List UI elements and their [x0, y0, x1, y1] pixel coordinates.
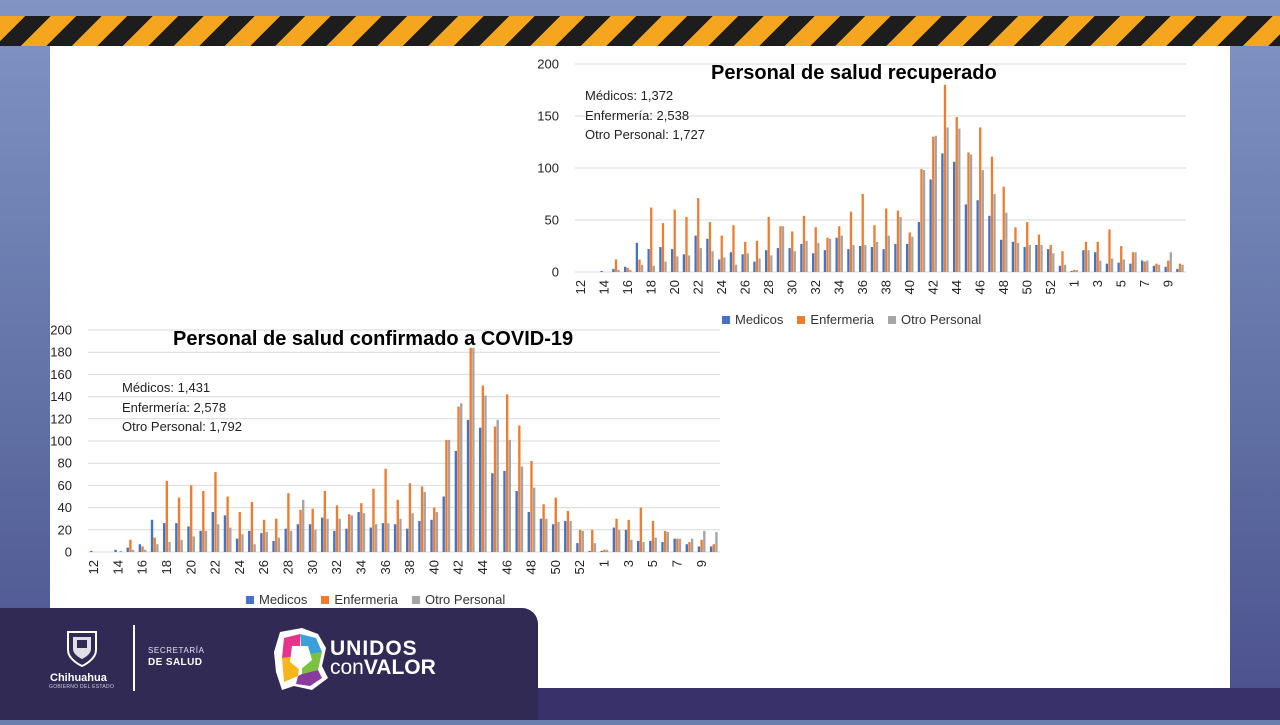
legend-swatch — [246, 595, 254, 604]
hazard-stripe-banner — [0, 16, 1280, 46]
legend-swatch — [797, 315, 806, 324]
footer-divider — [133, 625, 135, 691]
chart-confirmado-notes: Médicos: 1,431 Enfermería: 2,578 Otro Pe… — [122, 378, 242, 437]
chart-confirmado-legend: Medicos Enfermeria Otro Personal — [246, 592, 505, 607]
legend-item-enfermeria: Enfermeria — [797, 312, 874, 327]
secretaria-line2: DE SALUD — [148, 657, 203, 668]
note-otro: Otro Personal: 1,727 — [585, 127, 705, 142]
chart-recuperado-notes: Médicos: 1,372 Enfermería: 2,538 Otro Pe… — [585, 86, 705, 145]
legend-item-enfermeria: Enfermeria — [321, 592, 398, 607]
note-enfermeria: Enfermería: 2,538 — [585, 107, 690, 123]
note-medicos: Médicos: 1,431 — [122, 380, 211, 395]
state-subtitle: GOBIERNO DEL ESTADO — [49, 684, 115, 690]
content-panel — [50, 46, 1230, 688]
note-otro: Otro Personal: 1,792 — [122, 419, 242, 434]
campaign-line2: conVALOR — [330, 656, 436, 679]
legend-item-otro: Otro Personal — [888, 312, 981, 327]
campaign-line1: UNIDOS — [330, 637, 418, 660]
legend-swatch — [412, 595, 420, 604]
state-map-logo-icon — [274, 628, 328, 690]
legend-swatch — [888, 315, 896, 324]
state-name: Chihuahua — [50, 672, 107, 684]
chart-recuperado-title: Personal de salud recuperado — [711, 62, 997, 84]
legend-swatch — [722, 315, 730, 324]
note-enfermeria: Enfermería: 2,578 — [122, 399, 227, 415]
legend-swatch — [321, 595, 330, 604]
legend-item-medicos: Medicos — [246, 592, 307, 607]
note-medicos: Médicos: 1,372 — [585, 88, 674, 103]
legend-item-otro: Otro Personal — [412, 592, 505, 607]
chart-recuperado-legend: Medicos Enfermeria Otro Personal — [722, 312, 981, 327]
legend-item-medicos: Medicos — [722, 312, 783, 327]
footer-banner — [0, 608, 538, 720]
chart-confirmado-title: Personal de salud confirmado a COVID-19 — [173, 328, 574, 350]
state-crest-icon — [67, 631, 97, 668]
secretaria-line1: SECRETARÍA — [148, 646, 205, 655]
